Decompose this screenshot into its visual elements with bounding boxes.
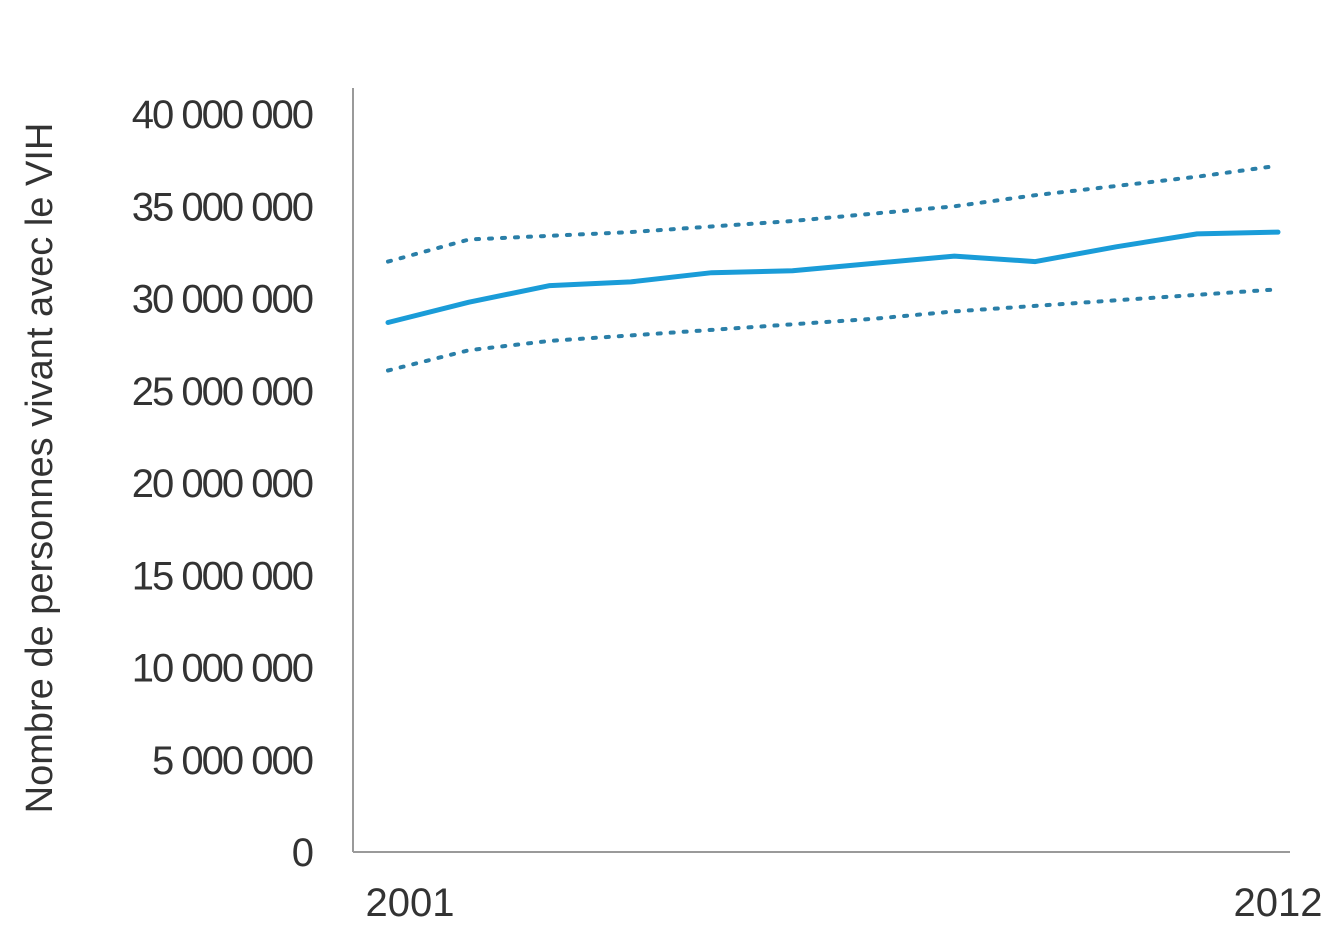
series-layer xyxy=(385,163,1281,373)
series-line-central xyxy=(385,229,1281,325)
y-tick-label: 10 000 000 xyxy=(132,647,313,691)
y-tick-label: 5 000 000 xyxy=(152,739,313,783)
y-axis-ticks: 0 5 000 000 10 000 000 15 000 000 20 000 000… xyxy=(132,93,315,875)
y-tick-label: 15 000 000 xyxy=(132,554,313,598)
x-tick-label: 2012 xyxy=(1234,881,1323,925)
x-tick-label: 2001 xyxy=(366,881,455,925)
series-line-lower xyxy=(386,287,1280,373)
y-tick-label: 20 000 000 xyxy=(132,462,313,506)
y-tick-label: 30 000 000 xyxy=(132,278,313,322)
y-axis-title: Nombre de personnes vivant avec le VIH xyxy=(19,123,61,814)
y-tick-label: 35 000 000 xyxy=(132,185,313,229)
y-tick-label: 0 xyxy=(292,831,313,875)
y-tick-label: 40 000 000 xyxy=(132,93,313,137)
y-axis-title-group: Nombre de personnes vivant avec le VIH xyxy=(19,123,61,814)
series-line-upper xyxy=(386,163,1280,264)
x-axis-ticks: 2001 2012 xyxy=(366,881,1323,925)
y-tick-label: 25 000 000 xyxy=(132,370,313,414)
